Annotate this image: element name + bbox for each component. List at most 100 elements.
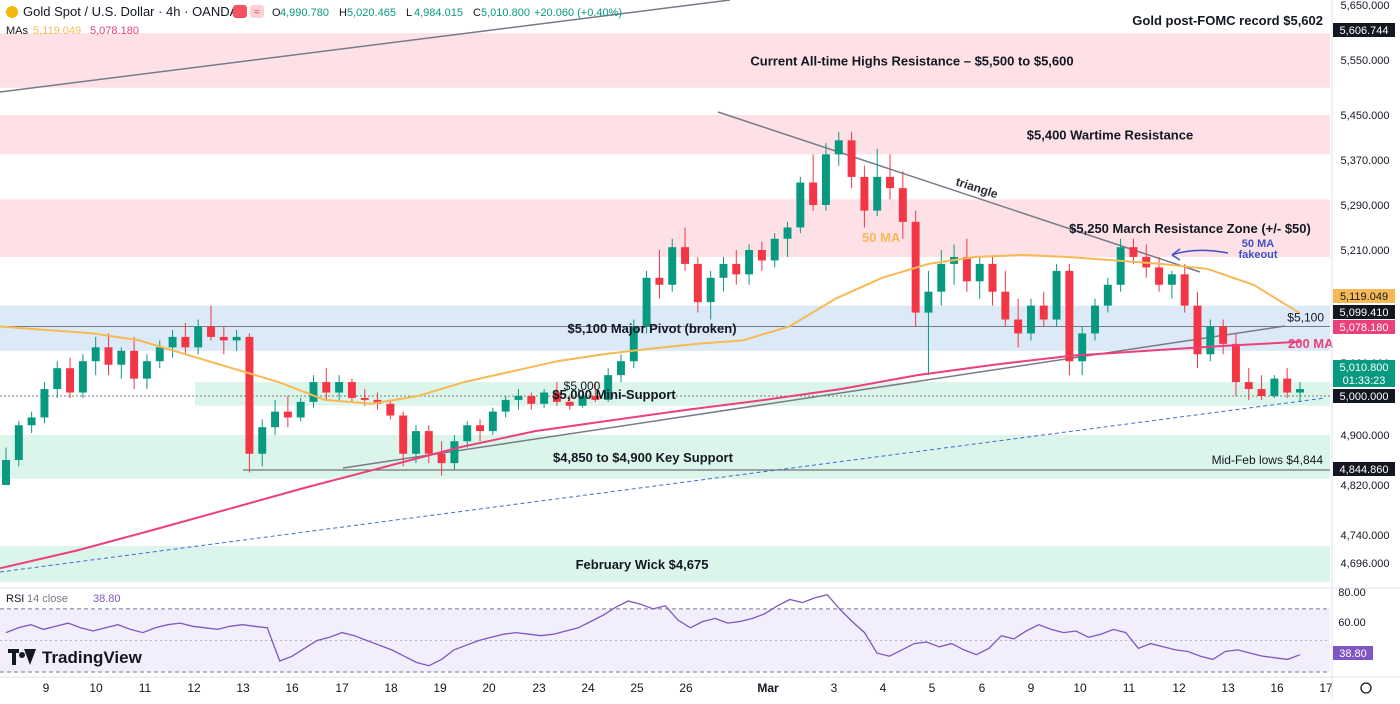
candle-body <box>501 399 510 412</box>
candle-body <box>540 392 549 404</box>
candle-body <box>514 396 523 400</box>
ohlc-value: 4,990.780 <box>280 7 329 19</box>
candle-body <box>104 347 113 365</box>
candle-body <box>1103 284 1112 306</box>
price-label-bg <box>1333 360 1395 374</box>
candle-body <box>591 396 600 400</box>
candle-body <box>283 411 292 418</box>
zone-band <box>0 546 1330 583</box>
candle-body <box>1270 378 1279 396</box>
x-tick-label: 16 <box>285 681 299 695</box>
market-status-icon <box>233 5 247 18</box>
candle-body <box>796 182 805 228</box>
candle-body <box>1116 247 1125 285</box>
candle-body <box>1078 333 1087 362</box>
ohlc-key: C <box>473 7 481 19</box>
fakeout-arrow <box>1171 249 1229 256</box>
candle-body <box>1193 305 1202 355</box>
price-change: +20.060 (+0.40%) <box>534 7 622 19</box>
y-tick-label: 5,370.000 <box>1341 155 1390 167</box>
candle-body <box>347 382 356 398</box>
candle-body <box>399 415 408 454</box>
candle-body <box>53 368 62 390</box>
candle-body <box>155 347 164 362</box>
x-tick-label: 12 <box>1172 681 1186 695</box>
candle-body <box>219 336 228 341</box>
price-label-bg <box>1333 373 1395 387</box>
ohlc-value: 5,010.800 <box>481 7 530 19</box>
candle-body <box>565 401 574 406</box>
price-label-bg <box>1333 23 1395 37</box>
zone-label: $4,850 to $4,900 Key Support <box>553 450 734 465</box>
price-label-bg <box>1333 462 1395 476</box>
candle-body <box>488 411 497 432</box>
candle-body <box>1206 326 1215 355</box>
gold-symbol-icon <box>6 6 18 18</box>
candle-body <box>886 176 894 189</box>
zone-band <box>0 115 1330 155</box>
price-label: 5,099.410 <box>1340 307 1389 319</box>
candle-body <box>1065 270 1074 362</box>
candle-body <box>655 277 664 285</box>
annotation-50ma: 50 MA <box>862 230 901 245</box>
candle-body <box>757 250 766 261</box>
zone-label: Current All-time Highs Resistance – $5,5… <box>750 54 1073 69</box>
candle-body <box>642 277 651 327</box>
candle-body <box>1244 382 1253 390</box>
ma-indicator-label: MAs <box>6 25 29 37</box>
rsi-header-label: RSI <box>6 593 24 605</box>
level-label: $5,100 <box>1287 310 1324 324</box>
annotation-50ma-fakeout: fakeout <box>1238 249 1277 261</box>
candle-body <box>322 382 331 393</box>
candle-body <box>834 140 843 155</box>
candle-body <box>386 403 395 416</box>
candle-body <box>668 247 677 285</box>
candle-body <box>450 441 459 464</box>
zone-label: $5,250 March Resistance Zone (+/- $50) <box>1069 221 1311 236</box>
candle-body <box>719 263 728 278</box>
price-label: 01:33:23 <box>1343 375 1386 387</box>
dashed-support-line <box>0 397 1326 573</box>
level-label: Gold post-FOMC record $5,602 <box>1132 13 1323 28</box>
zone-label: $5,400 Wartime Resistance <box>1027 128 1193 143</box>
ohlc-key: H <box>339 7 347 19</box>
x-tick-label: 5 <box>929 681 936 695</box>
candle-body <box>924 291 933 313</box>
price-label-bg <box>1333 305 1395 319</box>
candle-body <box>1167 274 1176 285</box>
y-tick-label: 5,290.000 <box>1341 200 1390 212</box>
zone-band <box>0 435 1330 479</box>
symbol-title: Gold Spot / U.S. Dollar · 4h · OANDA <box>23 4 239 19</box>
candle-body <box>821 154 830 205</box>
brand-name: TradingView <box>42 648 142 667</box>
rsi-line <box>5 593 1301 667</box>
ohlc-key: O <box>272 7 281 19</box>
candle-body <box>527 396 536 404</box>
candle-body <box>424 431 433 454</box>
candle-body <box>783 227 792 239</box>
level-label: $5,000 <box>564 379 601 393</box>
price-label: 5,000.000 <box>1340 391 1389 403</box>
rsi-value-bg <box>1333 646 1373 660</box>
candle-body <box>412 431 420 454</box>
candle-body <box>975 263 984 282</box>
x-tick-label: 19 <box>433 681 447 695</box>
candle-body <box>847 140 856 177</box>
candle-body <box>1296 389 1304 393</box>
triangle-upper-line <box>717 111 1201 273</box>
candle-body <box>578 396 587 406</box>
x-tick-label: 4 <box>880 681 887 695</box>
candle-body <box>1155 267 1164 285</box>
candle-body <box>476 425 485 432</box>
triangle-lower-line <box>342 325 1286 469</box>
y-tick-label: 5,650.000 <box>1341 0 1390 12</box>
y-tick-label: 4,696.000 <box>1341 558 1390 570</box>
candle-body <box>245 336 254 454</box>
ohlc-value: 5,020.465 <box>347 7 396 19</box>
candle-body <box>1026 305 1035 334</box>
x-tick-label: 16 <box>1270 681 1284 695</box>
candle-body <box>142 361 151 379</box>
price-label: 5,119.049 <box>1340 291 1388 303</box>
